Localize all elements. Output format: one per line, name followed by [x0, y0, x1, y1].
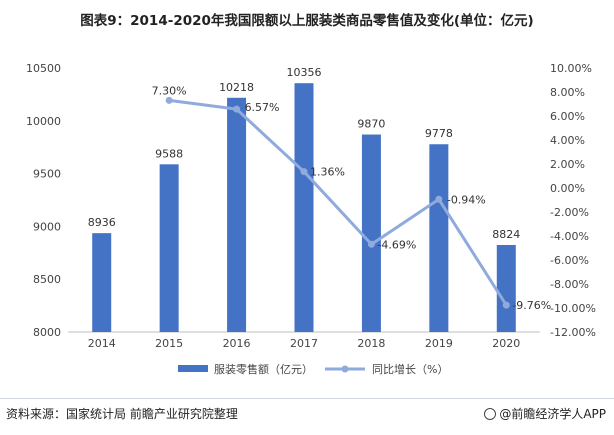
growth-value-label: -0.94%: [447, 193, 486, 206]
bar-value-label: 8824: [492, 228, 520, 241]
y-right-tick-label: 8.00%: [550, 86, 585, 99]
growth-point: [367, 240, 375, 248]
growth-value-label: 1.36%: [310, 166, 345, 179]
bar: [159, 164, 179, 332]
y-right-tick-label: 10.00%: [550, 62, 592, 75]
growth-line: [168, 98, 508, 306]
x-tick-label: 2015: [155, 337, 183, 350]
x-tick-label: 2016: [223, 337, 251, 350]
y-left-tick-label: 10000: [26, 115, 61, 128]
bar-value-label: 9588: [155, 147, 183, 160]
bar: [294, 83, 314, 333]
footer-divider: [0, 398, 614, 399]
source-note: 资料来源：国家统计局 前瞻产业研究院整理: [6, 407, 238, 421]
bar: [429, 144, 449, 332]
y-right-tick-label: -2.00%: [550, 206, 589, 219]
y-right-tick-label: -6.00%: [550, 254, 589, 267]
y-left-tick-label: 9000: [33, 220, 61, 233]
y-right-tick-label: 6.00%: [550, 110, 585, 123]
y-right-tick-label: -10.00%: [550, 302, 596, 315]
bar: [227, 97, 247, 332]
x-tick-label: 2014: [88, 337, 116, 350]
growth-value-label: -9.76%: [512, 299, 551, 312]
bar-value-label: 8936: [88, 216, 116, 229]
y-left-tick-label: 8500: [33, 273, 61, 286]
y-right-tick-label: -4.00%: [550, 230, 589, 243]
y-left-tick-label: 10500: [26, 62, 61, 75]
bar-value-label: 9778: [425, 127, 453, 140]
bar: [496, 244, 516, 332]
legend-line-marker: [341, 365, 349, 373]
combo-chart: 8000 8500 9000 9500 10000 10500 10.00% 8.00% 6.0…: [26, 62, 596, 376]
legend-bar-label: 服装零售额（亿元）: [214, 362, 313, 376]
y-left-tick-label: 8000: [33, 326, 61, 339]
x-tick-label: 2018: [357, 337, 385, 350]
growth-value-label: 7.30%: [152, 84, 187, 97]
bar-value-label: 10356: [287, 66, 322, 79]
x-tick-label: 2020: [492, 337, 520, 350]
bar-value-label: 10218: [219, 81, 254, 94]
x-tick-label: 2017: [290, 337, 318, 350]
growth-value-label: -4.69%: [377, 238, 416, 251]
y-right-tick-label: -12.00%: [550, 326, 596, 339]
bar: [361, 134, 381, 332]
growth-value-label: 6.57%: [245, 101, 280, 114]
chart-title: 图表9：2014-2020年我国限额以上服装类商品零售值及变化(单位：亿元): [80, 13, 534, 29]
legend-line-label: 同比增长（%）: [372, 362, 448, 376]
y-right-tick-label: 0.00%: [550, 182, 585, 195]
y-right-tick-label: 2.00%: [550, 158, 585, 171]
growth-point: [165, 96, 173, 104]
legend-bar-swatch: [178, 365, 208, 372]
bar: [92, 233, 112, 332]
bar-value-label: 9870: [357, 118, 385, 131]
brand-text: @前瞻经济学人APP: [499, 407, 606, 421]
brand-logo-icon: [484, 408, 497, 420]
y-left-tick-label: 9500: [33, 168, 61, 181]
growth-point: [435, 195, 443, 203]
brand-credit: @前瞻经济学人APP: [484, 405, 606, 422]
y-right-tick-label: 4.00%: [550, 134, 585, 147]
growth-point: [300, 168, 308, 176]
y-right-tick-label: -8.00%: [550, 278, 589, 291]
x-tick-label: 2019: [425, 337, 453, 350]
growth-point: [233, 105, 241, 113]
growth-point: [502, 301, 510, 309]
